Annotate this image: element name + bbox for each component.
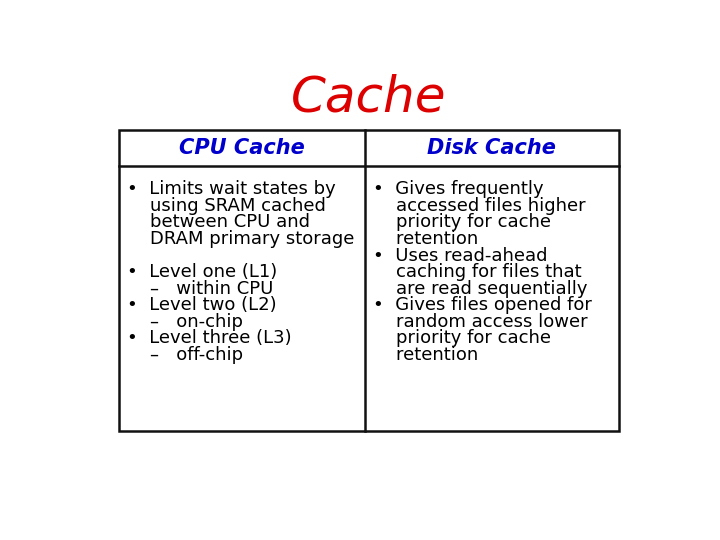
Text: •  Limits wait states by: • Limits wait states by	[127, 180, 336, 198]
Text: –   on-chip: – on-chip	[127, 313, 243, 330]
Text: retention: retention	[373, 230, 478, 248]
Text: Cache: Cache	[292, 74, 446, 122]
Text: –   off-chip: – off-chip	[127, 346, 243, 364]
Text: •  Uses read-ahead: • Uses read-ahead	[373, 247, 547, 265]
Text: •  Level one (L1): • Level one (L1)	[127, 263, 277, 281]
Text: accessed files higher: accessed files higher	[373, 197, 585, 215]
Text: –   within CPU: – within CPU	[127, 280, 274, 298]
Text: Disk Cache: Disk Cache	[428, 138, 557, 158]
Text: caching for files that: caching for files that	[373, 263, 582, 281]
Text: using SRAM cached: using SRAM cached	[127, 197, 326, 215]
Text: are read sequentially: are read sequentially	[373, 280, 588, 298]
Text: priority for cache: priority for cache	[373, 213, 551, 232]
Text: between CPU and: between CPU and	[127, 213, 310, 232]
Text: •  Gives files opened for: • Gives files opened for	[373, 296, 592, 314]
Text: retention: retention	[373, 346, 478, 364]
Text: priority for cache: priority for cache	[373, 329, 551, 347]
Text: DRAM primary storage: DRAM primary storage	[127, 230, 354, 248]
Text: •  Gives frequently: • Gives frequently	[373, 180, 544, 198]
Text: random access lower: random access lower	[373, 313, 588, 330]
Text: CPU Cache: CPU Cache	[179, 138, 305, 158]
Text: •  Level two (L2): • Level two (L2)	[127, 296, 276, 314]
Text: •  Level three (L3): • Level three (L3)	[127, 329, 292, 347]
